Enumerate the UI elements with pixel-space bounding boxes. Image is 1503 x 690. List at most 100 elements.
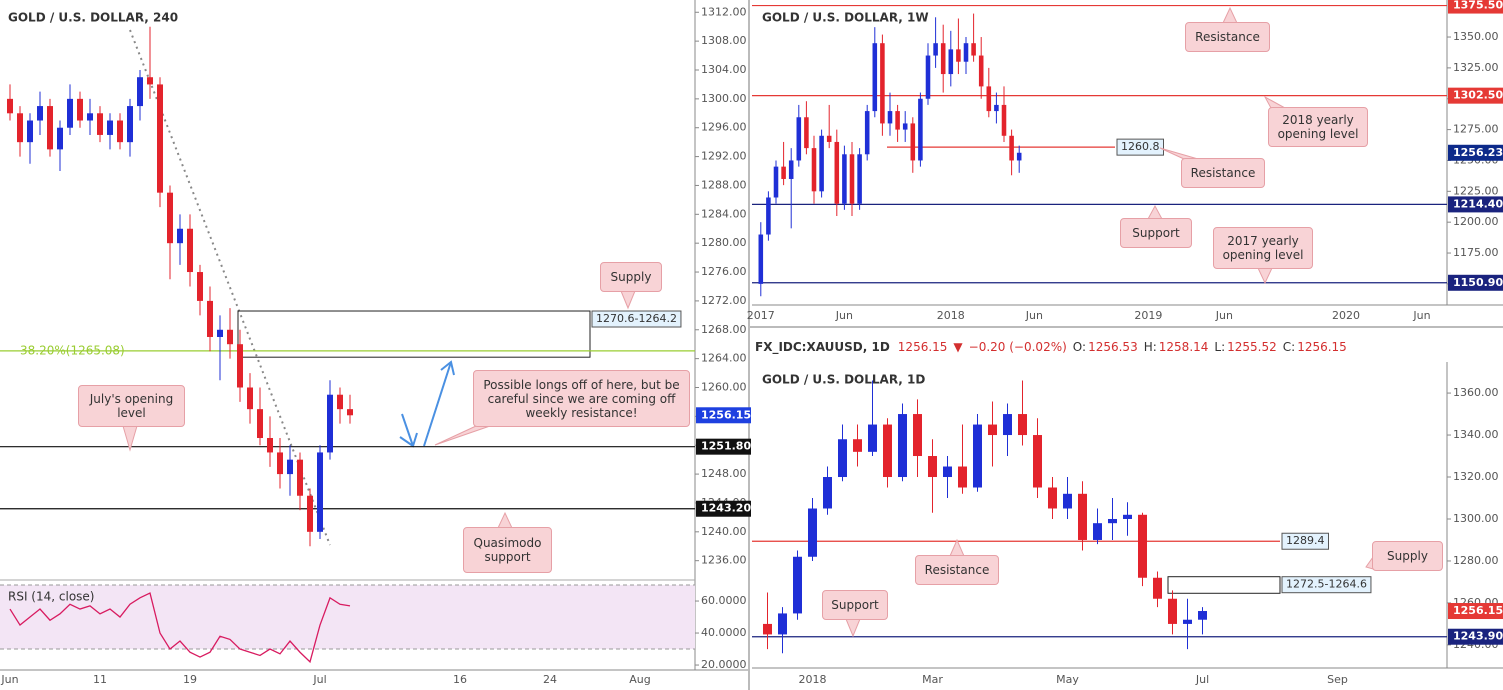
y-tick-label: 1308.00 [701,34,747,47]
x-tick-label: Jun [1215,309,1233,322]
y-tick-label: 1304.00 [701,63,747,76]
candle-body [819,135,824,192]
y-tick-label: 1236.00 [701,554,747,567]
callout: 2017 yearly opening level [1213,227,1313,269]
candle-body [267,438,273,453]
candle-body [7,98,13,114]
y-tick-label: 20.0000 [701,658,747,671]
candle-body [17,113,23,143]
y-tick-label: 1248.00 [701,467,747,480]
candle-body [811,148,817,192]
price-label: 1251.80 [701,440,751,453]
candle-body [883,424,892,478]
candle-body [167,192,173,244]
candle-body [793,556,802,614]
candle-body [107,120,113,135]
candle-body [1198,611,1207,620]
candle-body [971,43,976,56]
x-tick-label: Sep [1327,673,1348,686]
candle-body [337,394,343,410]
y-tick-label: 40.0000 [701,626,747,639]
candle-body [763,623,772,635]
ohlc-value: 1256.53 [1088,340,1138,354]
candle-body [796,117,802,161]
rsi-line [9,592,351,664]
candle-body [37,106,43,121]
chart-title: GOLD / U.S. DOLLAR, 240 [8,11,178,25]
price-label: 1256.23 [1453,146,1503,159]
callout: Supply [600,262,662,292]
candle-body [898,414,907,478]
x-tick-label: Jun [1412,309,1430,322]
candle-body [97,113,103,135]
candle-body [1018,414,1027,436]
level-label: 1270.6-1264.2 [596,312,677,325]
ohlc-value: 1256.15 [1297,340,1347,354]
price-label-box [1448,0,1503,14]
level-label-box [1281,532,1329,550]
chart-title: GOLD / U.S. DOLLAR, 1W [762,11,929,25]
x-tick-label: 2018 [937,309,965,322]
candle-body [788,160,794,179]
price-label: 1256.15 [701,408,751,421]
candle-body [988,424,997,436]
candle-body [913,414,922,457]
candle-body [910,123,916,161]
candle-body [197,272,203,301]
y-tick-label: 1240.00 [701,525,747,538]
y-tick-label: 1320.00 [1453,470,1499,483]
level-label: 1289.4 [1286,534,1325,547]
candle-body [1168,598,1177,624]
candle-body [1048,487,1057,509]
y-tick-label: 1350.00 [1453,30,1499,43]
candle-body [948,49,954,75]
candle-body [207,300,213,337]
candle-body [778,613,787,635]
candle-body [925,55,931,99]
candle-body [217,329,223,337]
candle-body [157,84,163,193]
price-label: 1256.15 [1453,604,1503,617]
callout: Quasimodo support [463,527,552,573]
y-tick-label: 1280.00 [701,236,747,249]
candle-body [838,439,847,478]
candle-body [868,424,877,452]
x-tick-label: 19 [183,673,197,686]
candle-body [973,424,982,488]
x-tick-label: 2020 [1332,309,1360,322]
callout: Resistance [1181,158,1265,188]
x-tick-label: Jun [835,309,853,322]
candle-body [1003,414,1012,436]
price-label: 1150.90 [1453,276,1503,289]
candle-body [857,154,862,204]
y-tick-label: 1264.00 [701,352,747,365]
y-tick-label: 1360.00 [1453,386,1499,399]
price-label: 1243.20 [701,502,751,515]
y-tick-label: 1325.00 [1453,61,1499,74]
candle-body [1009,135,1014,161]
candle-body [297,459,303,496]
candle-body [277,452,283,475]
callout: Resistance [1185,22,1270,52]
candle-body [928,456,937,478]
level-label-box [591,310,682,328]
candle-body [187,228,193,273]
candle-body [758,234,764,284]
candle-body [67,98,73,128]
callout: Supply [1372,541,1443,571]
supply-zone [237,310,591,358]
x-tick-label: May [1056,673,1079,686]
candle-body [956,49,961,62]
candle-body [918,98,923,161]
y-tick-label: 1276.00 [701,265,747,278]
candle-body [87,113,93,121]
candle-body [986,86,992,112]
candle-body [1138,514,1147,578]
candle-body [327,394,333,453]
candle-body [834,141,840,204]
candle-body [853,439,862,452]
price-label-box [1448,628,1503,645]
price-label-box [1448,87,1503,104]
level-label: 38.20%(1265.08) [20,343,125,357]
candle-body [804,117,809,149]
